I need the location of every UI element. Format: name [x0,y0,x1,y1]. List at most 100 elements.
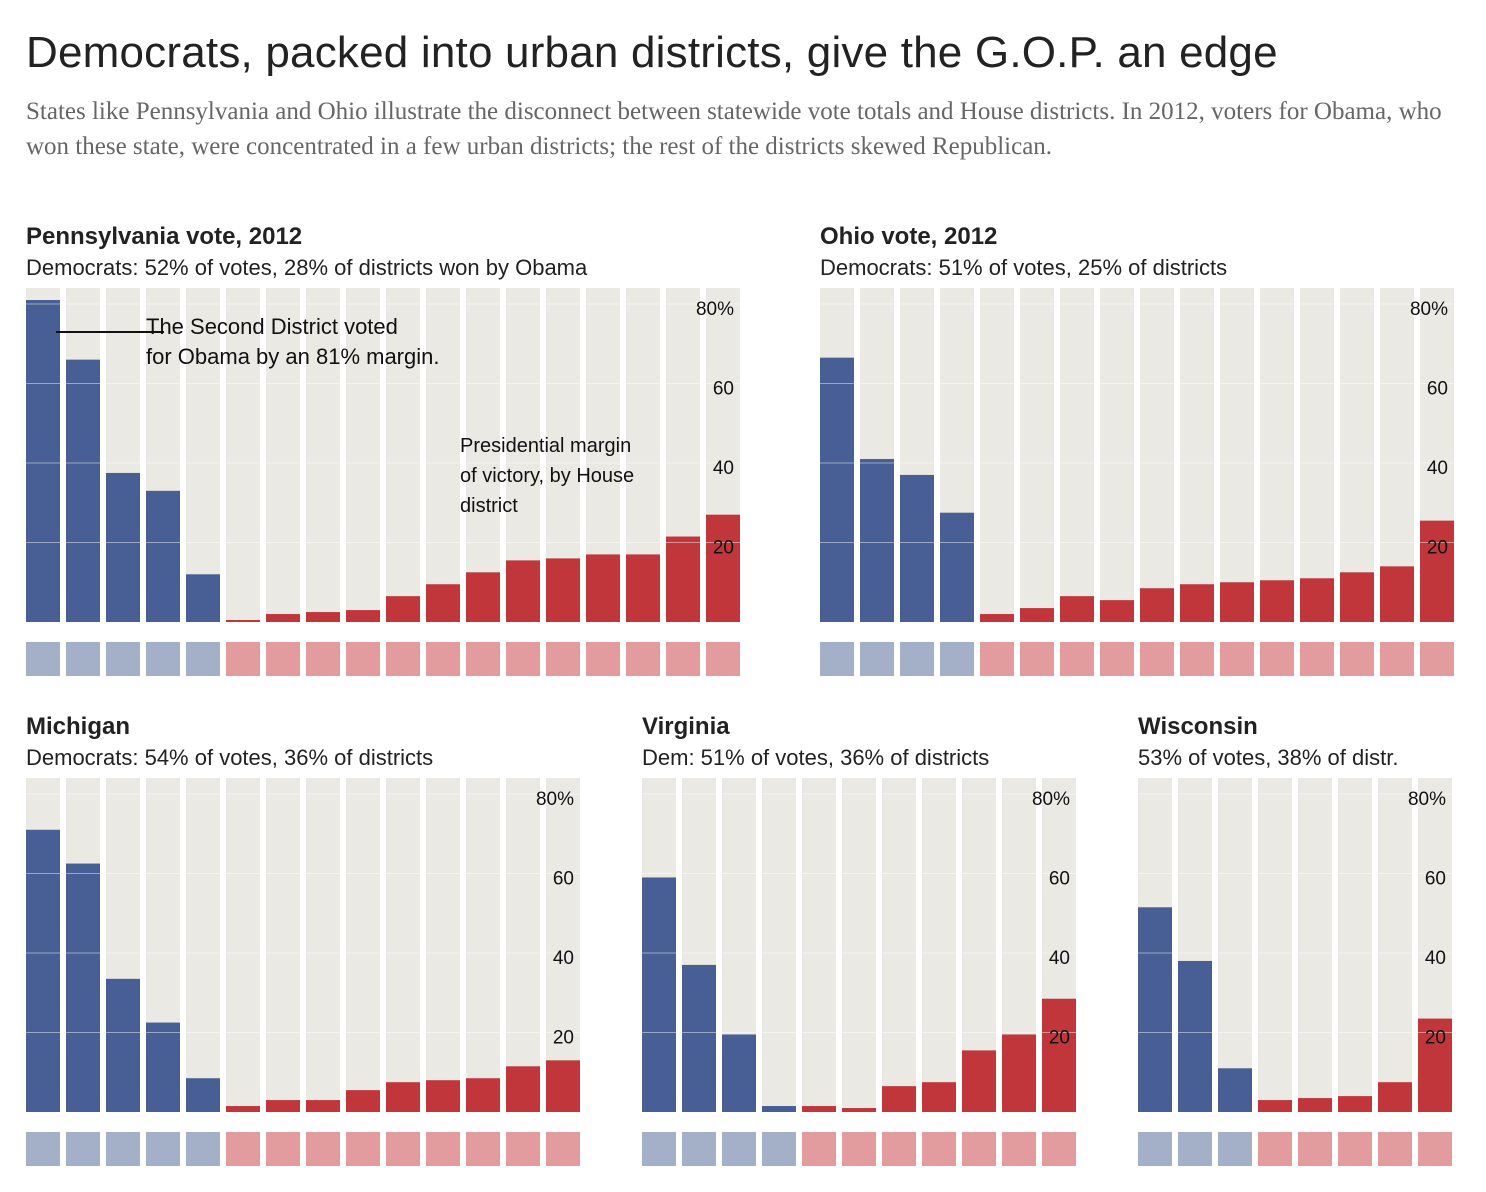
dem-district-square [186,1132,220,1166]
dem-district-square [106,1132,140,1166]
rep-bar [1180,584,1214,622]
dem-bar [642,877,676,1112]
rep-bar [1420,520,1454,622]
column-background [1100,288,1134,622]
rep-bar [506,1066,540,1112]
rep-bar [466,1078,500,1112]
dem-bar [66,359,100,622]
rep-district-square [626,642,660,676]
rep-bar [546,1060,580,1112]
rep-bar [426,1080,460,1112]
dem-district-square [762,1132,796,1166]
chart-subtitle: 53% of votes, 38% of distr. [1138,745,1399,770]
dem-bar [66,863,100,1112]
rep-district-square [546,642,580,676]
annotation-second-district: The Second District voted for Obama by a… [146,312,439,372]
y-tick-label: 80% [1032,789,1070,810]
rep-district-square [1220,642,1254,676]
column-background [386,778,420,1112]
chart-subtitle: Democrats: 51% of votes, 25% of district… [820,255,1228,280]
column-background [266,778,300,1112]
subheadline: States like Pennsylvania and Ohio illust… [26,98,1442,160]
rep-district-square [1020,642,1054,676]
y-tick-label: 60 [553,869,574,890]
rep-bar [1100,600,1134,622]
rep-district-square [1420,642,1454,676]
column-background [346,288,380,622]
annotation-line: for Obama by an 81% margin. [146,344,440,369]
rep-district-square [386,642,420,676]
rep-bar [346,610,380,622]
dem-bar [820,357,854,622]
bar-chart-svg: 20 40 60 80% [1138,778,1452,1166]
rep-bar [1298,1098,1332,1112]
rep-district-square [1060,642,1094,676]
rep-district-square [306,1132,340,1166]
dem-district-square [66,1132,100,1166]
rep-bar [1060,596,1094,622]
column-background [1258,778,1292,1112]
rep-bar [546,558,580,622]
rep-bar [586,554,620,622]
rep-bar [226,1106,260,1112]
y-tick-label: 20 [1049,1028,1070,1049]
rep-district-square [882,1132,916,1166]
column-background [186,778,220,1112]
y-tick-label: 80% [536,789,574,810]
dem-bar [186,1078,220,1112]
column-background [1380,288,1414,622]
y-tick-label: 60 [1049,869,1070,890]
rep-district-square [266,642,300,676]
column-background [1180,288,1214,622]
annotation-line: The Second District voted [146,314,398,339]
y-tick-label: 20 [1425,1028,1446,1049]
rep-bar [842,1108,876,1112]
rep-district-square [426,642,460,676]
dem-bar [146,490,180,622]
rep-district-square [306,642,340,676]
rep-district-square [506,642,540,676]
column-background [802,778,836,1112]
rep-bar [1338,1096,1372,1112]
dem-bar [186,574,220,622]
column-background [306,778,340,1112]
dem-district-square [66,642,100,676]
rep-bar [386,1082,420,1112]
column-background [1340,288,1374,622]
chart-panel-virginia: Virginia Dem: 51% of votes, 36% of distr… [642,712,1102,1172]
dem-district-square [860,642,894,676]
dem-bar [940,512,974,622]
annotation-presidential-margin: Presidential margin of victory, by House… [460,431,634,521]
y-tick-label: 80% [696,299,734,320]
chart-panel-michigan: Michigan Democrats: 54% of votes, 36% of… [26,712,606,1172]
y-tick-label: 60 [713,379,734,400]
rep-district-square [962,1132,996,1166]
rep-district-square [1258,1132,1292,1166]
column-background [922,778,956,1112]
column-background [980,288,1014,622]
rep-district-square [1378,1132,1412,1166]
dem-bar [26,829,60,1112]
annotation-line: Presidential margin [460,435,632,457]
y-tick-label: 40 [1049,948,1070,969]
rep-district-square [922,1132,956,1166]
dem-bar [106,472,140,622]
rep-bar [306,612,340,622]
dem-bar [26,300,60,622]
rep-bar [1380,566,1414,622]
dem-district-square [146,1132,180,1166]
rep-district-square [586,642,620,676]
bar-chart-svg: 20 40 60 80% [26,288,740,676]
rep-bar [666,536,700,622]
dem-bar [900,474,934,622]
chart-title: Virginia [642,713,730,740]
rep-district-square [426,1132,460,1166]
column-background [1218,778,1252,1112]
rep-district-square [386,1132,420,1166]
column-background [1020,288,1054,622]
rep-bar [980,614,1014,622]
dem-district-square [722,1132,756,1166]
rep-district-square [802,1132,836,1166]
rep-district-square [466,642,500,676]
rep-bar [1258,1100,1292,1112]
